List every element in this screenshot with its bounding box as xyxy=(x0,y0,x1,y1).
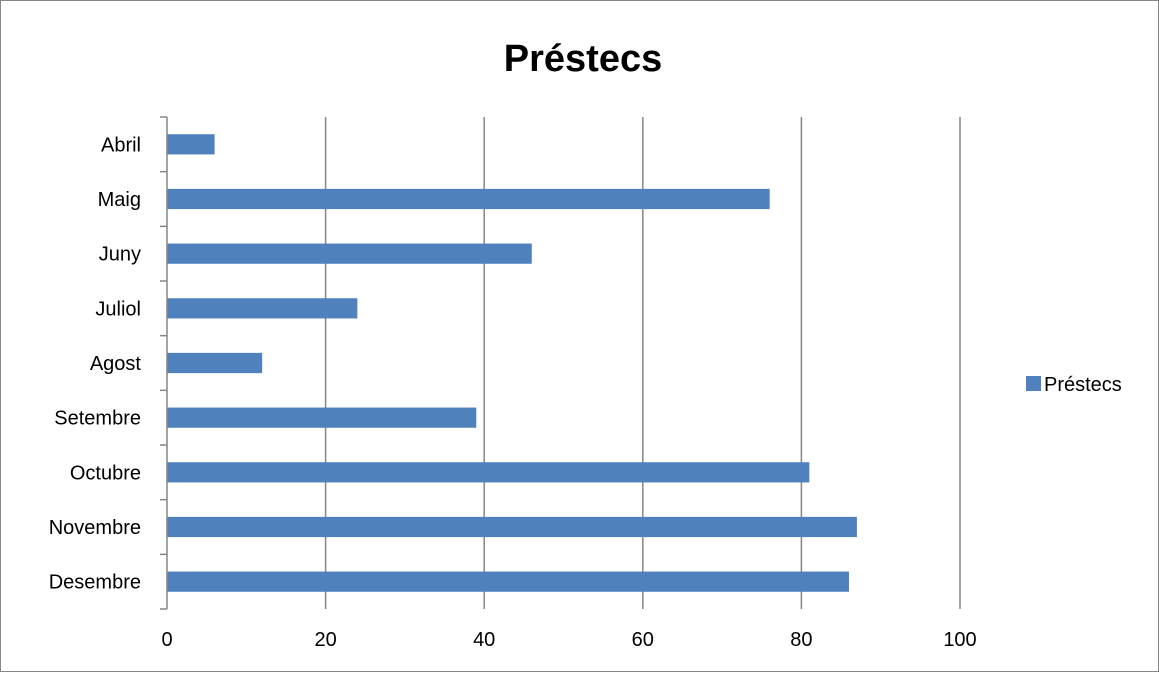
bar-agost xyxy=(167,352,263,374)
y-tick-label: Setembre xyxy=(54,408,141,430)
chart-title: Préstecs xyxy=(504,38,662,80)
bar-novembre xyxy=(167,516,857,538)
x-tick-label: 60 xyxy=(632,629,654,651)
x-tick-label: 80 xyxy=(790,629,812,651)
legend: Préstecs xyxy=(1026,374,1122,396)
bar-juny xyxy=(167,243,532,264)
y-tick-label: Juny xyxy=(99,244,141,266)
bar-juliol xyxy=(167,298,358,319)
legend-swatch xyxy=(1026,376,1041,391)
x-tick-label: 0 xyxy=(161,629,172,651)
axes xyxy=(160,116,168,610)
x-tick-label: 40 xyxy=(473,629,495,651)
y-tick-label: Agost xyxy=(90,353,142,375)
x-tick-label: 20 xyxy=(314,629,336,651)
bar-octubre xyxy=(167,462,810,483)
y-tick-label: Abril xyxy=(101,134,141,156)
bar-maig xyxy=(167,188,770,210)
bars xyxy=(167,134,857,592)
y-tick-label: Octubre xyxy=(70,462,141,484)
bar-setembre xyxy=(167,407,477,428)
y-tick-label: Novembre xyxy=(49,517,141,539)
bar-abril xyxy=(167,134,215,155)
y-tick-label: Maig xyxy=(98,189,141,211)
legend-label: Préstecs xyxy=(1044,374,1122,396)
y-tick-label: Juliol xyxy=(95,298,141,320)
tick-labels: 0 20 40 60 80 100 Abril Maig Juny Juliol Agost Sete… xyxy=(49,134,977,651)
bar-desembre xyxy=(167,571,849,592)
x-tick-label: 100 xyxy=(943,629,976,651)
y-tick-label: Desembre xyxy=(49,572,141,594)
